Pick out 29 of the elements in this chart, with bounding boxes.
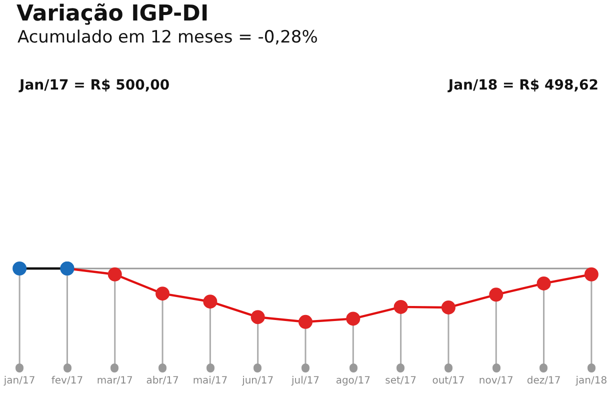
x-tick-label: jul/17: [290, 376, 320, 386]
point: [584, 267, 598, 282]
point: [346, 312, 360, 326]
point: [203, 294, 218, 309]
point: [489, 288, 504, 302]
point: [536, 276, 551, 290]
x-tick-label: mar/17: [96, 376, 133, 386]
x-tick-label: mai/17: [192, 376, 228, 386]
x-tick-label: set/17: [385, 376, 417, 386]
x-tick-label: out/17: [432, 376, 465, 386]
x-tick-label: nov/17: [478, 376, 514, 386]
point: [12, 262, 27, 276]
chart-subtitle: Acumulado em 12 meses = -0,28%: [18, 28, 318, 48]
x-tick-label: fev/17: [51, 376, 84, 386]
x-tick-label: jun/17: [241, 376, 274, 386]
x-tick-label: jan/17: [2, 376, 36, 386]
text: Jan/17 = R$ 500,00: [18, 78, 170, 94]
x-tick-label: dez/17: [526, 376, 561, 386]
x-tick-label: abr/17: [146, 376, 179, 386]
point: [250, 310, 265, 324]
point: [394, 300, 408, 314]
text: Jan/18 = R$ 498,62: [447, 78, 599, 94]
x-tick-label: ago/17: [336, 376, 370, 386]
point: [156, 286, 170, 301]
point: [298, 314, 312, 329]
point: [441, 300, 456, 314]
chart-title: Variação IGP-DI: [16, 2, 209, 26]
point: [108, 267, 122, 282]
x-tick-label: jan/18: [574, 376, 608, 386]
